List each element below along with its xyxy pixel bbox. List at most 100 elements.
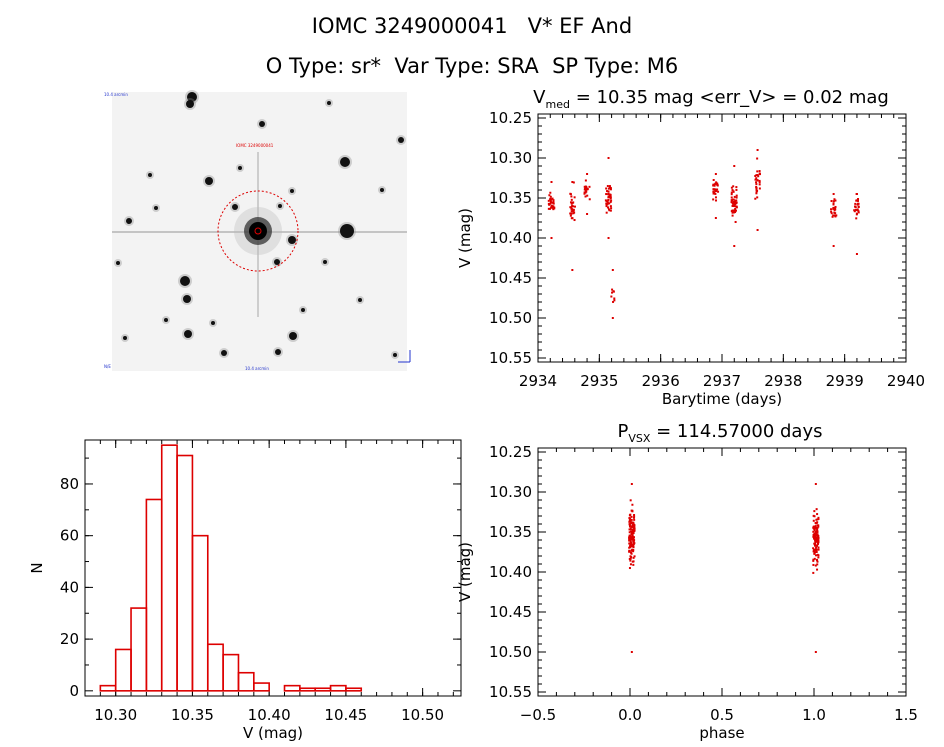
lightcurve-point bbox=[610, 207, 613, 210]
lightcurve-point bbox=[714, 217, 717, 219]
lightcurve-xtick-label: 2935 bbox=[580, 372, 618, 390]
phased-point bbox=[817, 540, 820, 543]
phased-point bbox=[633, 525, 636, 528]
lightcurve-point bbox=[735, 194, 738, 197]
phased-point bbox=[815, 548, 818, 551]
histogram-bar bbox=[206, 643, 224, 692]
phased-xtick-label: 0.0 bbox=[618, 706, 642, 724]
lightcurve-point bbox=[756, 174, 759, 177]
lightcurve-xtick-label: 2934 bbox=[519, 372, 557, 390]
lightcurve-point bbox=[572, 181, 575, 184]
lightcurve-point bbox=[606, 200, 609, 203]
lightcurve-xtick-label: 2939 bbox=[826, 372, 864, 390]
lightcurve-point bbox=[756, 229, 759, 231]
phased-point bbox=[632, 516, 635, 519]
phased-point bbox=[628, 550, 631, 553]
lightcurve-point bbox=[857, 198, 860, 201]
lightcurve-point bbox=[730, 191, 733, 194]
lightcurve-point bbox=[855, 213, 858, 216]
lightcurve-title: Vmed = 10.35 mag <err_V> = 0.02 mag bbox=[533, 87, 889, 111]
lightcurve-point bbox=[573, 219, 576, 222]
lightcurve-point bbox=[856, 208, 859, 211]
phased-point bbox=[630, 530, 633, 533]
lightcurve-point bbox=[713, 184, 716, 187]
star bbox=[358, 298, 362, 302]
lightcurve-point bbox=[756, 157, 759, 160]
phased-point bbox=[817, 546, 820, 549]
lightcurve-point bbox=[547, 207, 550, 210]
lightcurve-point bbox=[830, 210, 833, 213]
lightcurve-point bbox=[612, 300, 615, 303]
lightcurve-point bbox=[716, 182, 719, 185]
phased-point bbox=[816, 568, 819, 571]
star bbox=[274, 259, 280, 265]
phased-point bbox=[813, 510, 816, 513]
star bbox=[340, 157, 350, 167]
lightcurve-point bbox=[855, 199, 858, 202]
histogram-bar bbox=[176, 454, 194, 692]
phased-point bbox=[816, 513, 819, 516]
phased-point bbox=[817, 524, 820, 527]
lightcurve-point bbox=[570, 198, 573, 201]
phased-point bbox=[632, 536, 635, 539]
lightcurve-xtick-label: 2937 bbox=[703, 372, 741, 390]
phased-ytick-label: 10.30 bbox=[489, 483, 532, 501]
phased-point bbox=[812, 519, 815, 522]
phased-point bbox=[814, 536, 817, 539]
lightcurve-point bbox=[549, 201, 552, 204]
star bbox=[340, 224, 354, 238]
lightcurve-point bbox=[833, 214, 836, 217]
phased-point bbox=[628, 520, 631, 523]
lightcurve-point bbox=[607, 157, 610, 159]
phased-point bbox=[628, 539, 631, 542]
lightcurve-ytick-label: 10.35 bbox=[489, 189, 532, 207]
lightcurve-point bbox=[734, 205, 737, 208]
lightcurve-point bbox=[755, 185, 758, 188]
lightcurve-point bbox=[548, 207, 551, 210]
phased-title-text: = 114.57000 days bbox=[650, 421, 822, 442]
histogram-bar bbox=[114, 648, 132, 692]
lightcurve-point bbox=[755, 181, 758, 184]
phased-point bbox=[814, 651, 817, 653]
lightcurve-point bbox=[605, 187, 608, 190]
phased-point bbox=[632, 563, 635, 566]
histogram-ytick-label: 60 bbox=[60, 527, 79, 545]
lightcurve-point bbox=[831, 215, 834, 218]
phased-point bbox=[631, 510, 634, 513]
lightcurve-point bbox=[588, 185, 591, 188]
phased-point bbox=[632, 543, 635, 546]
phased-point bbox=[630, 518, 633, 521]
phased-point bbox=[816, 553, 819, 556]
phased-title: PVSX = 114.57000 days bbox=[618, 421, 823, 445]
phased-point bbox=[815, 531, 818, 534]
lightcurve-point bbox=[607, 237, 610, 239]
phased-point bbox=[813, 557, 816, 560]
lightcurve-point bbox=[715, 199, 718, 202]
phased-point bbox=[633, 518, 636, 521]
lightcurve-point bbox=[832, 206, 835, 209]
lightcurve-point bbox=[569, 201, 572, 204]
lightcurve-point bbox=[571, 269, 574, 271]
phased-point bbox=[628, 514, 631, 517]
lightcurve-point bbox=[834, 205, 837, 208]
phased-point bbox=[628, 531, 631, 534]
lightcurve-point bbox=[569, 193, 572, 196]
phased-point bbox=[812, 525, 815, 528]
lightcurve-point bbox=[731, 211, 734, 214]
lightcurve-point bbox=[609, 193, 612, 196]
histogram-bar bbox=[130, 607, 148, 692]
finder-label-bottom-left: N/E bbox=[104, 364, 111, 369]
lightcurve-point bbox=[853, 209, 856, 212]
lightcurve-point bbox=[754, 178, 757, 181]
phased-point bbox=[814, 554, 817, 557]
histogram-xtick-label: 10.30 bbox=[94, 706, 137, 724]
lightcurve-point bbox=[716, 188, 719, 191]
phased-point bbox=[630, 531, 633, 534]
lightcurve-point bbox=[607, 206, 610, 209]
lightcurve-point bbox=[756, 170, 759, 173]
histogram-ytick-label: 80 bbox=[60, 475, 79, 493]
lightcurve-point bbox=[607, 190, 610, 193]
histogram-bar bbox=[160, 444, 178, 692]
phased-point bbox=[631, 503, 634, 506]
star bbox=[126, 218, 132, 224]
